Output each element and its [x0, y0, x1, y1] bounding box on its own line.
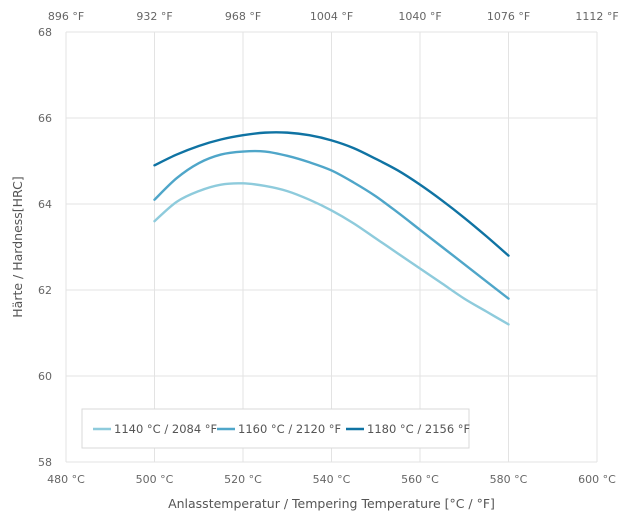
x2-tick-label: 1004 °F: [310, 10, 353, 23]
x2-axis-ticks: 896 °F 932 °F 968 °F 1004 °F 1040 °F 1076 °F 1…: [48, 10, 619, 23]
x-tick-label: 580 °C: [490, 473, 528, 486]
x2-tick-label: 932 °F: [136, 10, 172, 23]
series-lines: [153, 131, 510, 326]
series-line-1: [153, 182, 510, 326]
y-axis-title: Härte / Hardness[HRC]: [10, 176, 25, 317]
x-tick-label: 480 °C: [47, 473, 85, 486]
x-tick-label: 500 °C: [136, 473, 174, 486]
legend-box: [81, 408, 470, 449]
y-tick-label: 60: [38, 370, 52, 383]
x-tick-label: 540 °C: [313, 473, 351, 486]
x-axis-ticks: 480 °C 500 °C 520 °C 540 °C 560 °C 580 °C 600 …: [47, 473, 616, 486]
x2-tick-label: 968 °F: [225, 10, 261, 23]
y-tick-label: 66: [38, 112, 52, 125]
x-tick-label: 560 °C: [401, 473, 439, 486]
x-tick-label: 520 °C: [224, 473, 262, 486]
legend-label-2: 1160 °C / 2120 °F: [238, 422, 341, 436]
y-tick-label: 64: [38, 198, 52, 211]
x2-tick-label: 1076 °F: [487, 10, 530, 23]
legend-label-1: 1140 °C / 2084 °F: [114, 422, 217, 436]
x-tick-label: 600 °C: [578, 473, 616, 486]
grid: [65, 31, 598, 463]
series-line-2: [153, 149, 510, 300]
legend: 1140 °C / 2084 °F 1160 °C / 2120 °F 1180 °…: [81, 408, 470, 449]
x2-tick-label: 896 °F: [48, 10, 84, 23]
y-axis-ticks: 58 60 62 64 66 68: [38, 26, 52, 469]
y-tick-label: 62: [38, 284, 52, 297]
legend-label-3: 1180 °C / 2156 °F: [367, 422, 470, 436]
x2-tick-label: 1040 °F: [398, 10, 441, 23]
x2-tick-label: 1112 °F: [575, 10, 618, 23]
y-tick-label: 68: [38, 26, 52, 39]
series-line-3: [153, 131, 510, 257]
x-axis-title: Anlasstemperatur / Tempering Temperature…: [168, 496, 495, 511]
y-tick-label: 58: [38, 456, 52, 469]
